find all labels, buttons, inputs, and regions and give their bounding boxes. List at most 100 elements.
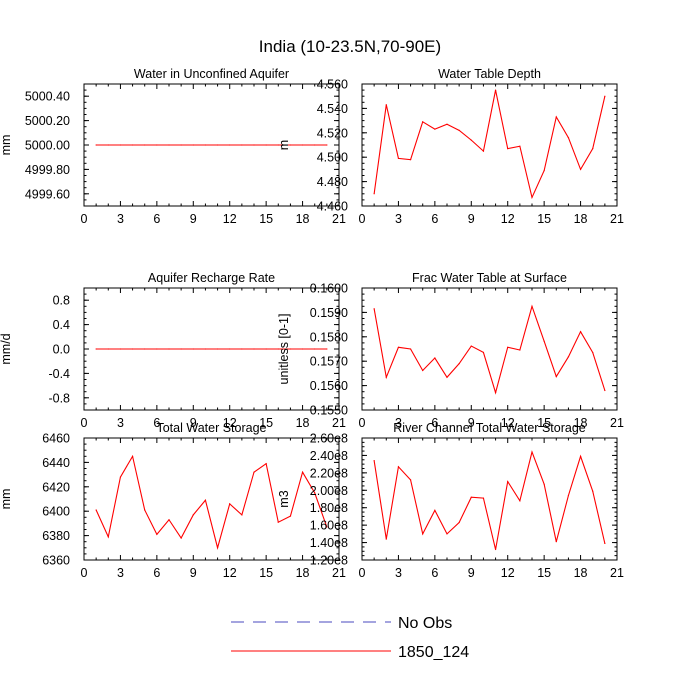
x-tick-label: 3: [395, 212, 402, 226]
data-point: [397, 466, 400, 468]
data-point: [543, 340, 545, 342]
data-point: [168, 144, 170, 146]
data-point: [326, 144, 328, 146]
x-tick-label: 15: [537, 212, 551, 226]
x-tick-label: 3: [395, 416, 402, 430]
panel-title: Total Water Storage: [156, 421, 266, 435]
y-tick-label: 4.560: [317, 78, 348, 92]
x-tick-label: 18: [296, 212, 310, 226]
x-tick-label: 0: [359, 212, 366, 226]
data-point: [531, 305, 533, 307]
x-tick-label: 21: [610, 416, 624, 430]
data-point: [156, 533, 158, 535]
x-tick-label: 21: [332, 566, 346, 580]
data-point: [385, 104, 387, 106]
data-point: [409, 348, 412, 350]
data-point: [95, 509, 97, 511]
x-tick-label: 15: [259, 566, 273, 580]
y-tick-label: 1.80e8: [310, 501, 348, 515]
data-point: [229, 144, 231, 146]
x-tick-label: 0: [81, 416, 88, 430]
data-point: [555, 375, 557, 378]
data-point: [253, 348, 255, 350]
data-point: [301, 348, 304, 350]
y-tick-label: 4.500: [317, 151, 348, 165]
x-tick-label: 12: [223, 416, 237, 430]
x-tick-label: 0: [359, 416, 366, 430]
x-tick-label: 18: [574, 416, 588, 430]
x-tick-label: 3: [395, 566, 402, 580]
data-point: [131, 455, 134, 457]
series-line: [95, 454, 328, 550]
data-point: [579, 455, 582, 457]
data-point: [482, 150, 485, 152]
panel-title: River Channel Total Water Storage: [393, 421, 586, 435]
data-point: [519, 349, 521, 351]
data-point: [204, 348, 207, 350]
y-axis-label: mm: [0, 135, 13, 156]
y-axis-label: mm/d: [0, 333, 13, 364]
data-point: [507, 148, 509, 150]
data-point: [592, 490, 594, 492]
panel-title: Water Table Depth: [438, 67, 541, 81]
data-point: [144, 144, 146, 146]
y-axis-label: mm: [0, 489, 13, 510]
y-tick-label: 4.540: [317, 102, 348, 116]
data-point: [192, 144, 194, 146]
x-tick-label: 15: [259, 416, 273, 430]
x-tick-label: 9: [190, 416, 197, 430]
data-point: [519, 500, 521, 502]
x-tick-label: 6: [431, 416, 438, 430]
data-point: [373, 460, 375, 462]
y-tick-label: 6400: [42, 505, 70, 519]
y-tick-label: 6440: [42, 456, 70, 470]
x-tick-label: 12: [501, 416, 515, 430]
x-tick-label: 12: [223, 566, 237, 580]
x-tick-label: 9: [468, 416, 475, 430]
data-point: [409, 479, 412, 481]
legend-label: No Obs: [398, 615, 452, 632]
data-point: [592, 148, 594, 150]
y-axis-label: unitless [0-1]: [277, 314, 291, 385]
x-tick-label: 15: [537, 566, 551, 580]
data-point: [446, 533, 448, 535]
figure-title: India (10-23.5N,70-90E): [259, 37, 441, 56]
data-point: [470, 496, 472, 498]
y-tick-label: 1.40e8: [310, 536, 348, 550]
plot-frame: [83, 437, 340, 561]
legend-label: 1850_124: [398, 644, 469, 661]
plot-frame: [361, 83, 618, 207]
y-tick-label: 0.1600: [310, 282, 348, 296]
data-point: [119, 144, 122, 146]
data-point: [156, 348, 158, 350]
data-point: [494, 548, 497, 551]
data-point: [567, 137, 570, 139]
data-point: [567, 356, 570, 358]
data-point: [265, 144, 267, 146]
data-point: [277, 521, 279, 523]
x-tick-label: 15: [537, 416, 551, 430]
y-tick-label: 0.0: [53, 343, 70, 357]
data-point: [131, 348, 134, 350]
data-point: [131, 144, 134, 146]
data-point: [156, 144, 158, 146]
data-point: [458, 363, 460, 365]
y-tick-label: 0.1550: [310, 404, 348, 418]
x-tick-label: 21: [332, 416, 346, 430]
data-point: [144, 509, 146, 511]
data-point: [168, 348, 170, 350]
data-point: [373, 193, 375, 195]
series-line: [373, 450, 606, 550]
x-tick-label: 18: [296, 416, 310, 430]
chart-panel: Water in Unconfined Aquifer mm 0 3 6 9 12 15 18 2…: [0, 67, 346, 226]
data-point: [326, 348, 328, 350]
data-point: [592, 351, 594, 354]
data-point: [301, 471, 304, 473]
x-tick-label: 12: [223, 212, 237, 226]
x-tick-label: 6: [153, 212, 160, 226]
series-line: [373, 89, 606, 200]
x-tick-label: 3: [117, 416, 124, 430]
x-tick-label: 9: [190, 566, 197, 580]
